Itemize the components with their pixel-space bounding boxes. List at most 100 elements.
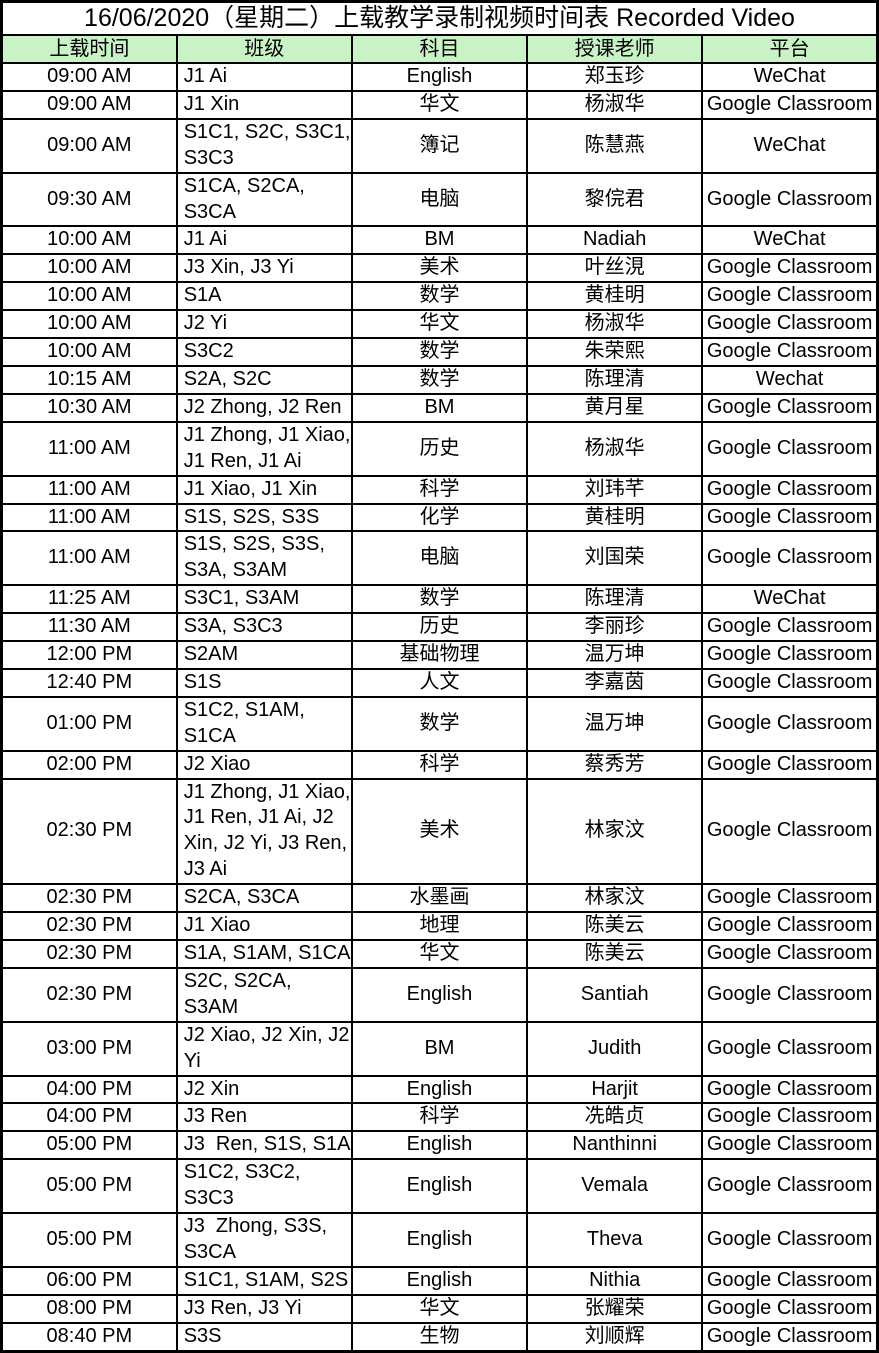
cell-teacher: 林家汶 — [526, 777, 704, 886]
cell-platform: Google Classroom — [701, 1321, 879, 1353]
cell-teacher: 张耀荣 — [526, 1293, 704, 1324]
cell-class: J1 Xin — [175, 89, 353, 120]
table-row: 05:00 PM J3 Ren, S1S, S1A English Nanthinni… — [0, 1130, 879, 1161]
cell-subject: 科学 — [350, 749, 529, 780]
cell-platform: WeChat — [701, 117, 879, 174]
column-header-platform: 平台 — [701, 34, 879, 64]
cell-time: 08:00 PM — [0, 1293, 178, 1324]
table-row: 10:30 AM J2 Zhong, J2 Ren BM 黄月星 Google Clas… — [0, 392, 879, 423]
cell-platform: Google Classroom — [701, 695, 879, 752]
table-row: 05:00 PM S1C2, S3C2, S3C3 English Vemala Goo… — [0, 1158, 879, 1215]
table-row: 10:15 AM S2A, S2C 数学 陈理清 Wechat — [0, 364, 879, 395]
cell-time: 02:30 PM — [0, 777, 178, 886]
table-row: 11:00 AM S1S, S2S, S3S, S3A, S3AM 电脑 刘国荣 Goo… — [0, 530, 879, 587]
cell-time: 10:00 AM — [0, 253, 178, 284]
cell-subject: English — [350, 1212, 529, 1268]
cell-platform: Google Classroom — [701, 777, 879, 886]
cell-class: J3 Ren — [175, 1102, 353, 1133]
cell-subject: English — [350, 1158, 529, 1215]
table-row: 11:30 AM S3A, S3C3 历史 李丽珍 Google Classroom — [0, 612, 879, 643]
cell-teacher: 温万坤 — [526, 695, 704, 752]
table-row: 08:40 PM S3S 生物 刘顺辉 Google Classroom — [0, 1321, 879, 1353]
cell-time: 02:30 PM — [0, 966, 178, 1023]
cell-platform: Google Classroom — [701, 1158, 879, 1215]
cell-time: 11:30 AM — [0, 612, 178, 643]
cell-platform: WeChat — [701, 62, 879, 92]
cell-subject: 历史 — [350, 612, 529, 643]
cell-class: J2 Yi — [175, 309, 353, 340]
column-header-time: 上载时间 — [0, 34, 178, 64]
cell-subject: 电脑 — [350, 171, 529, 228]
table-row: 04:00 PM J2 Xin English Harjit Google Classr… — [0, 1074, 879, 1105]
table-row: 04:00 PM J3 Ren 科学 冼皓贞 Google Classroom — [0, 1102, 879, 1133]
cell-platform: WeChat — [701, 225, 879, 256]
table-row: 09:00 AM S1C1, S2C, S3C1, S3C3 簿记 陈慧燕 WeChat — [0, 117, 879, 174]
cell-teacher: 陈美云 — [526, 939, 704, 969]
title-row: 16/06/2020（星期二）上载教学录制视频时间表 Recorded Vide… — [0, 0, 879, 36]
cell-teacher: 刘玮芊 — [526, 474, 704, 505]
cell-subject: 化学 — [350, 502, 529, 533]
cell-subject: English — [350, 966, 529, 1023]
cell-time: 10:15 AM — [0, 364, 178, 395]
cell-teacher: Vemala — [526, 1158, 704, 1215]
cell-class: S1A — [175, 281, 353, 312]
cell-platform: Google Classroom — [701, 1265, 879, 1296]
cell-platform: Google Classroom — [701, 1074, 879, 1105]
cell-class: S1C1, S2C, S3C1, S3C3 — [175, 117, 353, 174]
cell-teacher: Harjit — [526, 1074, 704, 1105]
cell-subject: 水墨画 — [350, 883, 529, 914]
cell-class: S1S, S2S, S3S, S3A, S3AM — [175, 530, 353, 587]
cell-platform: Google Classroom — [701, 530, 879, 587]
cell-class: J1 Zhong, J1 Xiao, J1 Ren, J1 Ai — [175, 420, 353, 477]
cell-subject: BM — [350, 392, 529, 423]
table-row: 10:00 AM J1 Ai BM Nadiah WeChat — [0, 225, 879, 256]
cell-teacher: Nithia — [526, 1265, 704, 1296]
cell-teacher: 黄桂明 — [526, 281, 704, 312]
cell-subject: 数学 — [350, 584, 529, 615]
cell-time: 09:00 AM — [0, 62, 178, 92]
cell-class: J3 Zhong, S3S, S3CA — [175, 1212, 353, 1268]
cell-teacher: 郑玉珍 — [526, 62, 704, 92]
cell-subject: 美术 — [350, 253, 529, 284]
cell-subject: 数学 — [350, 695, 529, 752]
table-row: 02:00 PM J2 Xiao 科学 蔡秀芳 Google Classroom — [0, 749, 879, 780]
cell-time: 11:00 AM — [0, 530, 178, 587]
cell-teacher: 李嘉茵 — [526, 667, 704, 698]
cell-platform: Google Classroom — [701, 253, 879, 284]
cell-time: 11:00 AM — [0, 474, 178, 505]
cell-time: 04:00 PM — [0, 1074, 178, 1105]
cell-time: 02:30 PM — [0, 911, 178, 941]
cell-teacher: 黄桂明 — [526, 502, 704, 533]
cell-platform: WeChat — [701, 584, 879, 615]
cell-time: 02:00 PM — [0, 749, 178, 780]
cell-subject: 历史 — [350, 420, 529, 477]
table-row: 09:00 AM J1 Xin 华文 杨淑华 Google Classroom — [0, 89, 879, 120]
cell-time: 10:00 AM — [0, 281, 178, 312]
cell-time: 12:00 PM — [0, 640, 178, 670]
cell-platform: Google Classroom — [701, 337, 879, 367]
table-row: 11:00 AM J1 Zhong, J1 Xiao, J1 Ren, J1 Ai… — [0, 420, 879, 477]
cell-platform: Google Classroom — [701, 309, 879, 340]
cell-platform: Google Classroom — [701, 281, 879, 312]
cell-class: S1CA, S2CA, S3CA — [175, 171, 353, 228]
cell-subject: BM — [350, 225, 529, 256]
cell-subject: 数学 — [350, 337, 529, 367]
cell-subject: 人文 — [350, 667, 529, 698]
cell-class: S2CA, S3CA — [175, 883, 353, 914]
cell-subject: English — [350, 1265, 529, 1296]
cell-class: J2 Zhong, J2 Ren — [175, 392, 353, 423]
cell-teacher: Theva — [526, 1212, 704, 1268]
cell-teacher: 陈理清 — [526, 364, 704, 395]
header-row: 上载时间 班级 科目 授课老师 平台 — [0, 34, 879, 64]
cell-teacher: 杨淑华 — [526, 89, 704, 120]
cell-time: 10:00 AM — [0, 225, 178, 256]
cell-subject: 地理 — [350, 911, 529, 941]
cell-subject: 华文 — [350, 939, 529, 969]
cell-platform: Google Classroom — [701, 1020, 879, 1077]
cell-subject: 数学 — [350, 281, 529, 312]
cell-class: S3S — [175, 1321, 353, 1353]
cell-class: J3 Ren, J3 Yi — [175, 1293, 353, 1324]
cell-class: S1C2, S3C2, S3C3 — [175, 1158, 353, 1215]
cell-class: S3A, S3C3 — [175, 612, 353, 643]
page-title: 16/06/2020（星期二）上载教学录制视频时间表 Recorded Vide… — [0, 0, 879, 36]
